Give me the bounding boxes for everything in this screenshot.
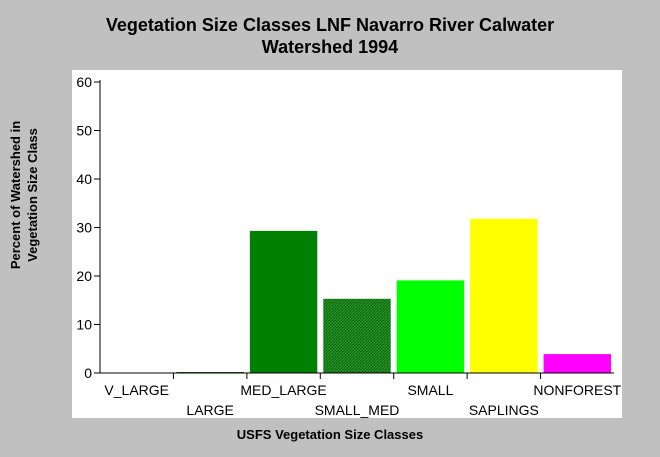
bar-small-med	[323, 298, 391, 373]
y-tick-label: 10	[76, 317, 92, 333]
x-tick-label: SAPLINGS	[469, 402, 539, 418]
chart-title-line-1: Vegetation Size Classes LNF Navarro Rive…	[105, 15, 555, 35]
y-axis-label: Percent of Watershed in Vegetation Size …	[7, 95, 47, 295]
y-tick-label: 50	[76, 123, 92, 139]
bar-saplings	[470, 218, 538, 373]
x-axis-label: USFS Vegetation Size Classes	[236, 427, 424, 442]
chart-title: Vegetation Size Classes LNF Navarro Rive…	[0, 14, 660, 58]
x-tick-label: MED_LARGE	[240, 382, 326, 398]
y-tick-label: 20	[76, 268, 92, 284]
x-tick-label: SMALL_MED	[315, 402, 400, 418]
x-tick-label: SMALL	[407, 382, 453, 398]
y-tick-label: 30	[76, 220, 92, 236]
x-tick-label: V_LARGE	[104, 382, 169, 398]
y-axis-label-line-1: Percent of Watershed in	[8, 120, 23, 270]
x-tick-label: NONFOREST	[533, 382, 621, 398]
x-tick-label: LARGE	[186, 402, 233, 418]
bar-nonforest	[543, 354, 611, 373]
y-tick-label: 0	[84, 365, 92, 381]
bar-med-large	[249, 230, 318, 373]
y-axis-label-line-2: Vegetation Size Class	[25, 128, 40, 262]
chart-title-line-2: Watershed 1994	[261, 37, 399, 57]
y-tick-label: 60	[76, 74, 92, 90]
y-tick-label: 40	[76, 171, 92, 187]
bar-small	[396, 280, 465, 373]
